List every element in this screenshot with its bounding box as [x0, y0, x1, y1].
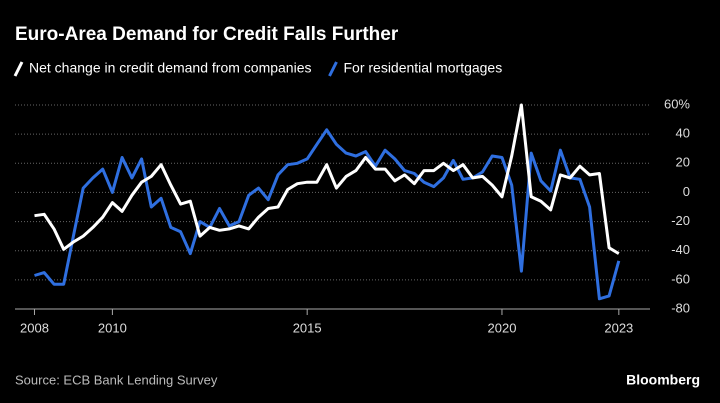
series-line [34, 128, 621, 301]
legend-marker [13, 61, 24, 77]
source: Source: ECB Bank Lending Survey [15, 372, 218, 387]
x-tick-label: 2023 [604, 320, 633, 335]
legend-marker [328, 61, 338, 77]
y-tick-label: -80 [671, 300, 690, 315]
x-tick-label: 2015 [293, 320, 322, 335]
y-tick-label: 20 [676, 155, 690, 170]
y-tick-label: -40 [671, 242, 690, 257]
brand: Bloomberg [626, 372, 700, 388]
y-tick-label: -20 [671, 213, 690, 228]
x-tick-label: 2010 [98, 320, 127, 335]
legend-label: Net change in credit demand from compani… [29, 60, 311, 76]
y-tick-label: 0 [683, 184, 690, 199]
series-line [34, 103, 620, 255]
x-tick-label: 2020 [488, 320, 517, 335]
x-tick-label: 2008 [20, 320, 49, 335]
y-tick-label: 60% [664, 96, 690, 111]
legend-label: For residential mortgages [343, 60, 502, 76]
y-tick-label: -60 [671, 271, 690, 286]
chart-title: Euro-Area Demand for Credit Falls Furthe… [15, 24, 399, 45]
y-tick-label: 40 [676, 126, 690, 141]
